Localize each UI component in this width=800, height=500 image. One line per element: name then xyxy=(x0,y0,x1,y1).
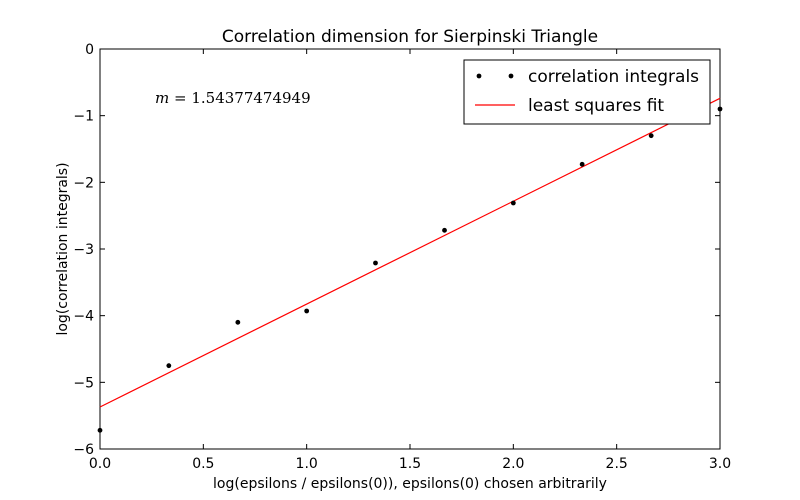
slope-value: 1.54377474949 xyxy=(191,89,310,107)
x-axis-ticks: 0.0 0.5 1.0 1.5 2.0 2.5 3.0 xyxy=(89,49,731,472)
correlation-integral-point xyxy=(97,427,103,433)
slope-equals: = xyxy=(169,89,191,107)
x-axis-label: log(epsilons / epsilons(0)), epsilons(0)… xyxy=(213,476,607,492)
correlation-integral-point xyxy=(579,161,585,167)
legend-box xyxy=(463,59,711,125)
y-tick-label: −4 xyxy=(73,309,94,325)
correlation-integral-point xyxy=(373,260,378,266)
x-tick-label: 0.5 xyxy=(192,456,214,472)
y-axis-label: log(correlation integrals) xyxy=(55,162,71,335)
legend: correlation integrals least squares fit xyxy=(463,59,711,125)
x-tick-label: 3.0 xyxy=(709,456,731,472)
correlation-integral-point xyxy=(510,200,516,206)
series-layer xyxy=(97,97,723,433)
chart-title: Correlation dimension for Sierpinski Tri… xyxy=(222,27,598,47)
y-tick-label: −2 xyxy=(73,175,94,191)
correlation-integral-point xyxy=(442,227,447,233)
x-tick-label: 1.5 xyxy=(399,456,421,472)
y-axis-ticks: 0 −1 −2 −3 −4 −5 −6 xyxy=(73,42,720,458)
legend-marker-dot xyxy=(476,73,482,79)
slope-symbol: m xyxy=(155,89,169,107)
correlation-integral-point xyxy=(235,319,241,325)
y-tick-label: −5 xyxy=(73,375,94,391)
correlation-integral-point xyxy=(166,363,172,369)
correlation-integral-point xyxy=(648,133,654,139)
least-squares-fit-line xyxy=(99,97,721,408)
x-tick-label: 0.0 xyxy=(89,456,111,472)
y-tick-label: −1 xyxy=(73,109,94,125)
correlation-integral-point xyxy=(304,308,310,314)
slope-annotation: m = 1.54377474949 xyxy=(155,89,311,107)
x-tick-label: 2.5 xyxy=(606,456,628,472)
y-tick-label: 0 xyxy=(85,42,94,58)
x-tick-label: 1.0 xyxy=(296,456,318,472)
legend-marker-dot xyxy=(508,73,514,79)
legend-label-correlation-integrals: correlation integrals xyxy=(528,67,699,87)
y-tick-label: −3 xyxy=(73,242,94,258)
y-tick-label: −6 xyxy=(73,442,94,458)
correlation-integral-point xyxy=(717,106,723,112)
legend-label-least-squares-fit: least squares fit xyxy=(528,96,664,116)
x-tick-label: 2.0 xyxy=(502,456,524,472)
